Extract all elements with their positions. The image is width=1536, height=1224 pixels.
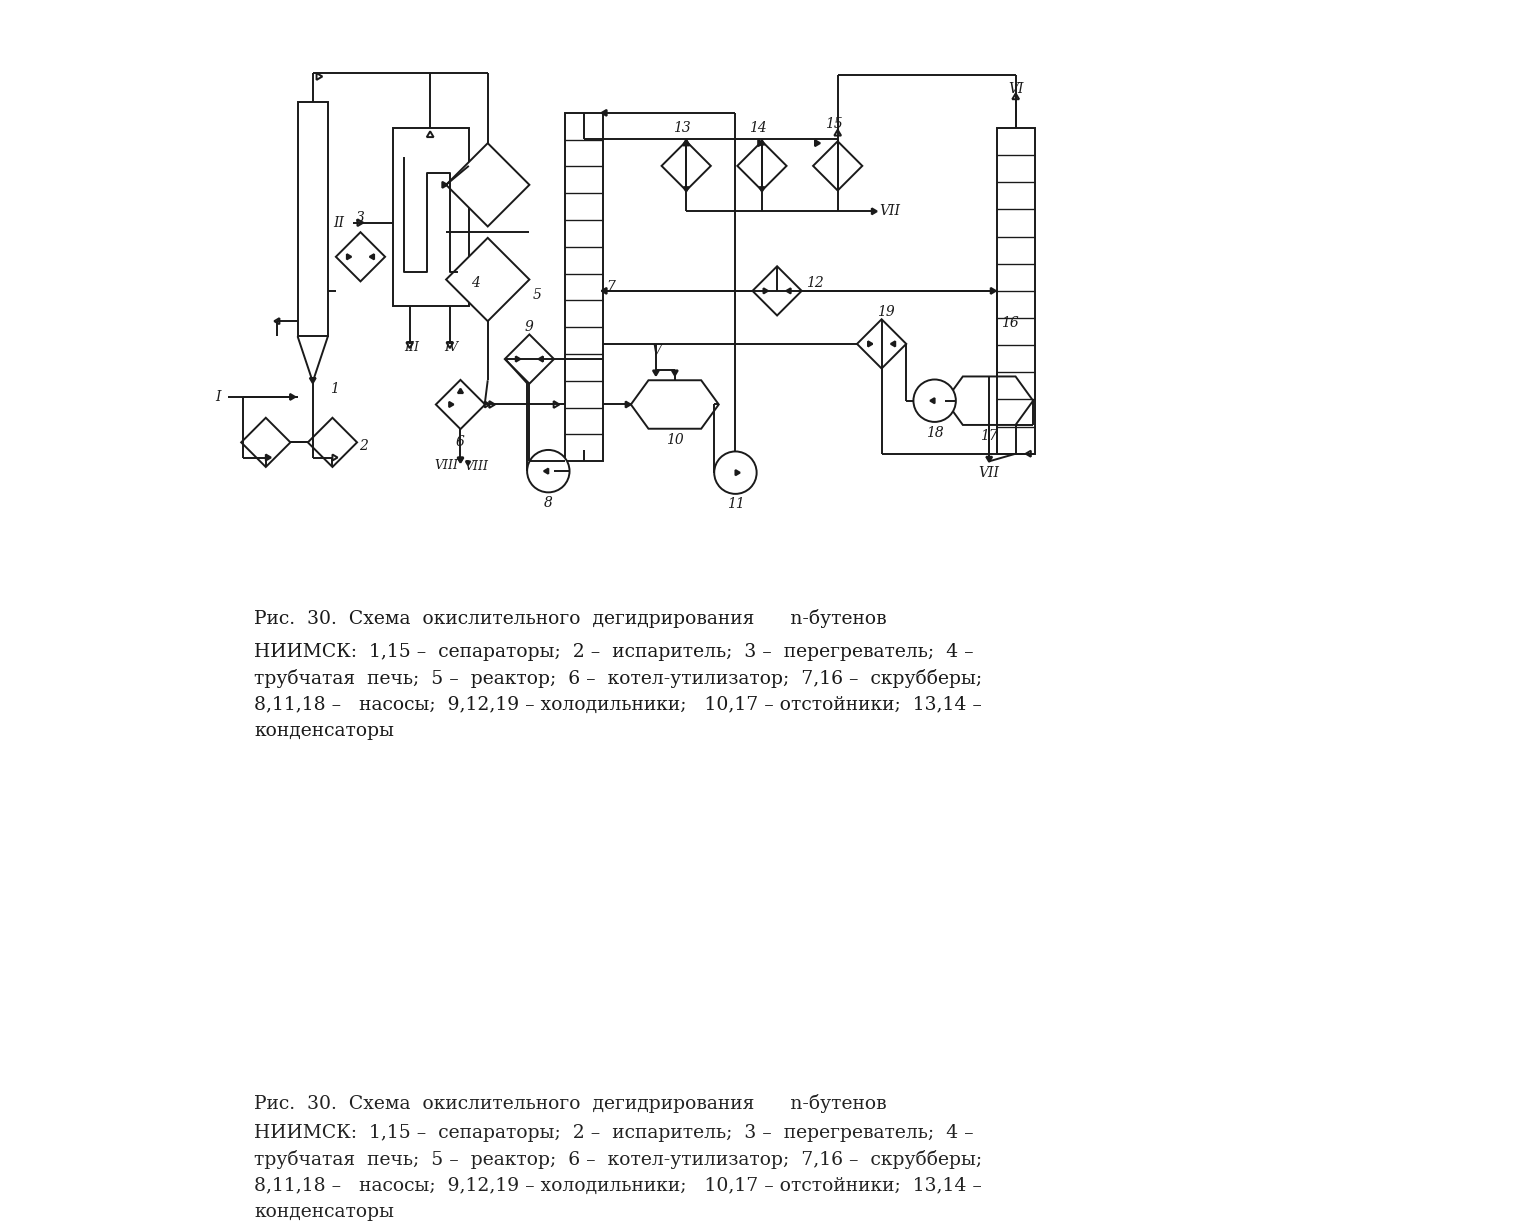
Circle shape <box>914 379 955 422</box>
Polygon shape <box>458 458 464 463</box>
Polygon shape <box>684 187 688 192</box>
Polygon shape <box>684 141 688 144</box>
Polygon shape <box>653 371 659 376</box>
Polygon shape <box>602 288 607 294</box>
Polygon shape <box>458 389 464 393</box>
Text: 12: 12 <box>806 277 823 290</box>
Text: I: I <box>215 390 220 404</box>
Polygon shape <box>602 110 607 116</box>
Polygon shape <box>241 417 290 468</box>
Text: НИИМСК:  1,15 –  сепараторы;  2 –  испаритель;  3 –  перегреватель;  4 –
трубчат: НИИМСК: 1,15 – сепараторы; 2 – испарител… <box>255 1124 983 1220</box>
Bar <box>393 129 468 306</box>
Bar <box>565 113 602 461</box>
Polygon shape <box>544 469 548 474</box>
Polygon shape <box>458 458 464 461</box>
Text: VI: VI <box>1008 82 1023 95</box>
Polygon shape <box>445 143 530 226</box>
Polygon shape <box>945 377 1034 425</box>
Polygon shape <box>290 394 295 400</box>
Text: Рис.  30.  Схема  окислительного  дегидрирования      n-бутенов: Рис. 30. Схема окислительного дегидриров… <box>255 610 888 628</box>
Polygon shape <box>736 470 740 475</box>
Polygon shape <box>442 182 447 187</box>
Polygon shape <box>868 341 872 346</box>
Polygon shape <box>737 141 786 191</box>
Text: 13: 13 <box>673 121 691 135</box>
Polygon shape <box>763 288 768 294</box>
Text: 17: 17 <box>980 430 998 443</box>
Text: 18: 18 <box>926 426 943 439</box>
Text: 9: 9 <box>525 321 535 334</box>
Polygon shape <box>662 141 711 191</box>
Polygon shape <box>436 379 485 430</box>
Polygon shape <box>631 381 719 428</box>
Polygon shape <box>671 371 677 376</box>
Text: 5: 5 <box>533 288 542 301</box>
Polygon shape <box>505 334 554 383</box>
Text: VIII: VIII <box>435 459 459 471</box>
Polygon shape <box>449 401 453 408</box>
Text: 6: 6 <box>456 436 465 449</box>
Polygon shape <box>539 356 544 362</box>
Circle shape <box>714 452 757 493</box>
Text: 11: 11 <box>727 497 745 512</box>
Text: 3: 3 <box>356 211 366 225</box>
Text: 15: 15 <box>825 118 843 131</box>
Polygon shape <box>759 187 765 192</box>
Text: 16: 16 <box>1000 317 1018 330</box>
Polygon shape <box>986 457 992 461</box>
Polygon shape <box>625 401 631 408</box>
Text: 7: 7 <box>607 280 616 294</box>
Polygon shape <box>857 319 906 368</box>
Polygon shape <box>336 233 386 282</box>
Polygon shape <box>891 341 895 346</box>
Polygon shape <box>445 237 530 321</box>
Text: III: III <box>404 341 419 354</box>
Text: VII: VII <box>879 204 900 218</box>
Text: 8: 8 <box>544 496 553 510</box>
Text: Рис.  30.  Схема  окислительного  дегидрирования      n-бутенов: Рис. 30. Схема окислительного дегидриров… <box>255 1094 888 1113</box>
Polygon shape <box>370 255 375 259</box>
Text: II: II <box>333 215 344 230</box>
Polygon shape <box>931 398 934 404</box>
Text: 19: 19 <box>877 305 894 319</box>
Text: IV: IV <box>444 341 459 354</box>
Polygon shape <box>759 141 765 144</box>
Polygon shape <box>991 288 995 294</box>
Text: 14: 14 <box>750 121 766 135</box>
Text: VIII: VIII <box>464 460 488 474</box>
Text: V: V <box>651 344 660 359</box>
Text: VII: VII <box>978 465 1000 480</box>
Polygon shape <box>872 208 877 214</box>
Text: НИИМСК:  1,15 –  сепараторы;  2 –  испаритель;  3 –  перегреватель;  4 –
трубчат: НИИМСК: 1,15 – сепараторы; 2 – испарител… <box>255 643 983 739</box>
Polygon shape <box>753 267 802 316</box>
Polygon shape <box>465 461 470 465</box>
Polygon shape <box>307 417 356 468</box>
Bar <box>298 102 327 337</box>
Text: 10: 10 <box>667 433 684 447</box>
Circle shape <box>527 450 570 492</box>
Polygon shape <box>816 140 820 146</box>
Text: 4: 4 <box>472 277 479 290</box>
Polygon shape <box>516 356 521 362</box>
Text: 1: 1 <box>330 382 339 397</box>
Polygon shape <box>759 140 763 146</box>
Polygon shape <box>266 454 270 460</box>
Text: 2: 2 <box>359 439 367 453</box>
Polygon shape <box>813 141 862 191</box>
Polygon shape <box>786 288 791 294</box>
Polygon shape <box>347 255 352 259</box>
Bar <box>997 129 1035 454</box>
Polygon shape <box>310 378 316 383</box>
